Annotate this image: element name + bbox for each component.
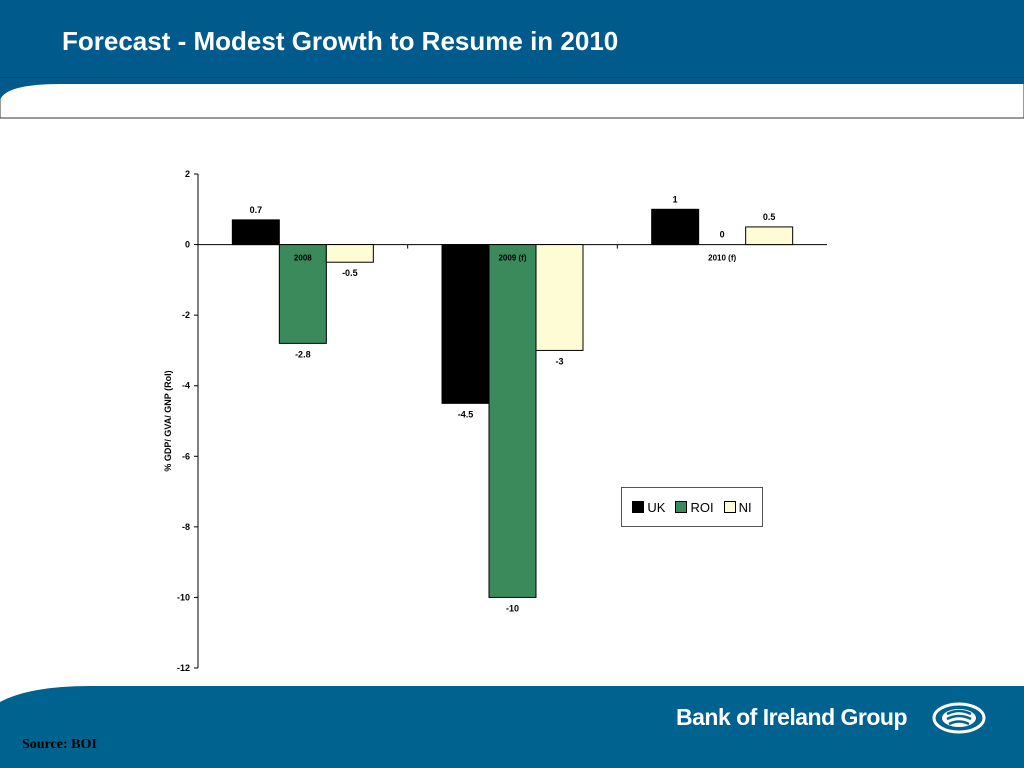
footer-band	[0, 686, 1024, 768]
legend-swatch-uk	[632, 501, 645, 513]
data-label-uk: 1	[673, 194, 678, 204]
legend-item-uk: UK	[632, 500, 665, 515]
x-category-label: 2008	[294, 254, 312, 263]
y-tick-label: -12	[177, 663, 190, 673]
y-tick-label: -4	[182, 381, 190, 391]
data-label-roi: -2.8	[295, 349, 311, 359]
bar-roi	[278, 244, 327, 344]
data-label-uk: -4.5	[458, 409, 474, 419]
bar-ni	[325, 244, 374, 263]
legend-item-roi: ROI	[675, 499, 714, 515]
chart-legend: UK ROI NI	[621, 487, 763, 527]
data-label-ni: -3	[555, 356, 563, 366]
legend-label-roi: ROI	[690, 499, 714, 515]
bank-logo-icon	[932, 702, 986, 734]
legend-item-ni: NI	[723, 499, 752, 515]
slide-title: Forecast - Modest Growth to Resume in 20…	[62, 26, 619, 56]
legend-swatch-roi	[675, 501, 688, 513]
x-category-label: 2010 (f)	[708, 254, 736, 263]
y-axis-label: % GDP/ GVA/ GNP (RoI)	[163, 370, 173, 471]
chart-bars	[231, 208, 794, 598]
bar-uk	[441, 244, 490, 404]
data-label-roi: -10	[506, 603, 519, 613]
data-label-roi: 0	[720, 230, 725, 240]
y-tick-label: -8	[182, 522, 190, 532]
header-curve	[0, 78, 1024, 118]
y-tick-label: 0	[185, 240, 190, 250]
y-tick-label: -10	[177, 592, 190, 602]
bar-ni	[535, 244, 584, 351]
header-band	[0, 0, 1024, 78]
data-label-ni: -0.5	[342, 268, 358, 278]
brand-name: Bank of Ireland Group	[676, 704, 908, 730]
bar-uk	[651, 208, 700, 246]
y-tick-label: -6	[182, 451, 190, 461]
y-tick-label: 2	[185, 169, 190, 179]
legend-label-uk: UK	[647, 499, 666, 515]
legend-swatch-ni	[723, 501, 736, 513]
data-label-ni: 0.5	[763, 212, 776, 222]
legend-label-ni: NI	[738, 499, 752, 515]
bar-uk	[231, 219, 280, 246]
bar-ni	[745, 226, 794, 246]
bar-roi	[488, 244, 537, 598]
source-note: Source: BOI	[22, 737, 97, 752]
chart-labels: 0.7 -2.8 -0.5 2008 -4.5 -10 -3 2009 (f) 1 0 0.5 201…	[250, 194, 776, 613]
y-tick-label: -2	[182, 310, 190, 320]
x-category-label: 2009 (f)	[498, 254, 526, 263]
data-label-uk: 0.7	[250, 205, 263, 215]
